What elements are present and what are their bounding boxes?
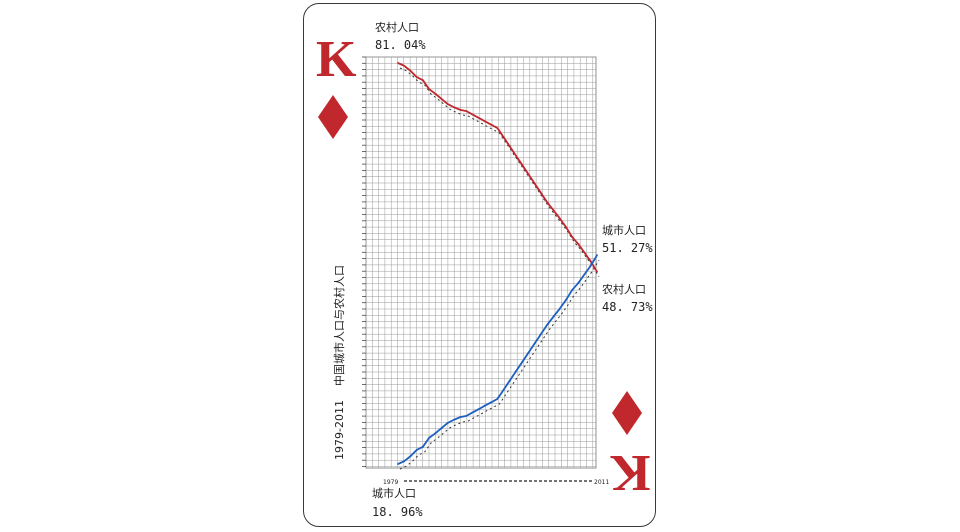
- series-line-0: [397, 62, 598, 273]
- data-point: [397, 463, 399, 465]
- data-point: [558, 217, 561, 220]
- data-point: [589, 264, 592, 267]
- data-point: [515, 155, 518, 157]
- data-point: [596, 254, 598, 257]
- data-point: [502, 136, 505, 139]
- data-point: [540, 192, 542, 194]
- data-point: [459, 416, 462, 419]
- data-point: [571, 236, 574, 238]
- diamond-icon: [612, 391, 642, 435]
- data-point: [502, 388, 505, 391]
- data-point: [440, 98, 443, 100]
- data-point: [477, 408, 480, 410]
- data-point: [496, 397, 499, 400]
- rural-top-label: 农村人口: [375, 21, 419, 34]
- data-point: [490, 401, 493, 404]
- rural-right-pct: 48. 73%: [602, 300, 653, 314]
- urban-bottom-pct: 18. 96%: [372, 505, 423, 519]
- data-point: [496, 127, 499, 130]
- data-point: [477, 117, 480, 119]
- data-point: [577, 282, 580, 284]
- series-shadow-1: [399, 260, 600, 470]
- series-shadow-0: [399, 67, 600, 277]
- data-point: [527, 173, 530, 176]
- data-point: [421, 445, 424, 448]
- data-point: [465, 414, 468, 417]
- x-end-label: 2011: [594, 479, 609, 486]
- urban-right-label: 城市人口: [602, 224, 646, 237]
- y-tick-marks: [362, 56, 366, 467]
- data-point: [403, 64, 406, 67]
- data-point: [428, 88, 430, 91]
- series-points: [397, 62, 598, 465]
- urban-right-pct: 51. 27%: [602, 241, 653, 255]
- data-point: [583, 273, 586, 276]
- data-point: [565, 226, 567, 228]
- data-point: [484, 404, 486, 407]
- data-point: [465, 110, 468, 113]
- data-point: [471, 411, 474, 414]
- data-point: [453, 106, 455, 109]
- data-point: [527, 351, 530, 354]
- data-point: [546, 201, 549, 204]
- data-point: [428, 436, 430, 439]
- rank-top: K: [316, 31, 357, 88]
- data-point: [540, 333, 542, 335]
- diamond-icon: [318, 95, 348, 139]
- data-point: [571, 289, 574, 291]
- data-point: [434, 92, 437, 95]
- data-point: [533, 182, 536, 185]
- data-point: [421, 79, 424, 82]
- series-shadows: [399, 67, 600, 470]
- data-point: [533, 342, 536, 345]
- data-point: [484, 120, 486, 123]
- rural-right-label: 农村人口: [602, 283, 646, 296]
- data-point: [409, 69, 412, 72]
- data-point: [434, 432, 437, 435]
- data-point: [546, 323, 549, 326]
- data-point: [515, 370, 518, 372]
- data-point: [577, 243, 580, 245]
- x-start-label: 1979: [383, 479, 398, 486]
- data-point: [459, 108, 462, 111]
- data-point: [415, 76, 418, 78]
- data-point: [558, 307, 561, 310]
- data-point: [552, 315, 555, 318]
- data-point: [552, 209, 555, 212]
- data-point: [453, 418, 455, 421]
- data-point: [521, 164, 524, 167]
- rural-top-pct: 81. 04%: [375, 38, 426, 52]
- data-point: [589, 260, 592, 263]
- data-point: [521, 360, 524, 363]
- data-point: [471, 113, 474, 116]
- urban-bottom-label: 城市人口: [372, 487, 416, 500]
- data-point: [409, 455, 412, 458]
- series-lines: [397, 62, 598, 465]
- data-point: [440, 427, 443, 429]
- data-point: [565, 299, 567, 301]
- data-point: [415, 449, 418, 451]
- data-point: [397, 62, 399, 64]
- data-point: [403, 460, 406, 463]
- data-point: [596, 270, 598, 273]
- data-point: [509, 379, 511, 382]
- data-point: [446, 422, 449, 424]
- data-point: [583, 251, 586, 254]
- data-point: [509, 145, 511, 148]
- data-point: [446, 103, 449, 105]
- data-point: [490, 123, 493, 126]
